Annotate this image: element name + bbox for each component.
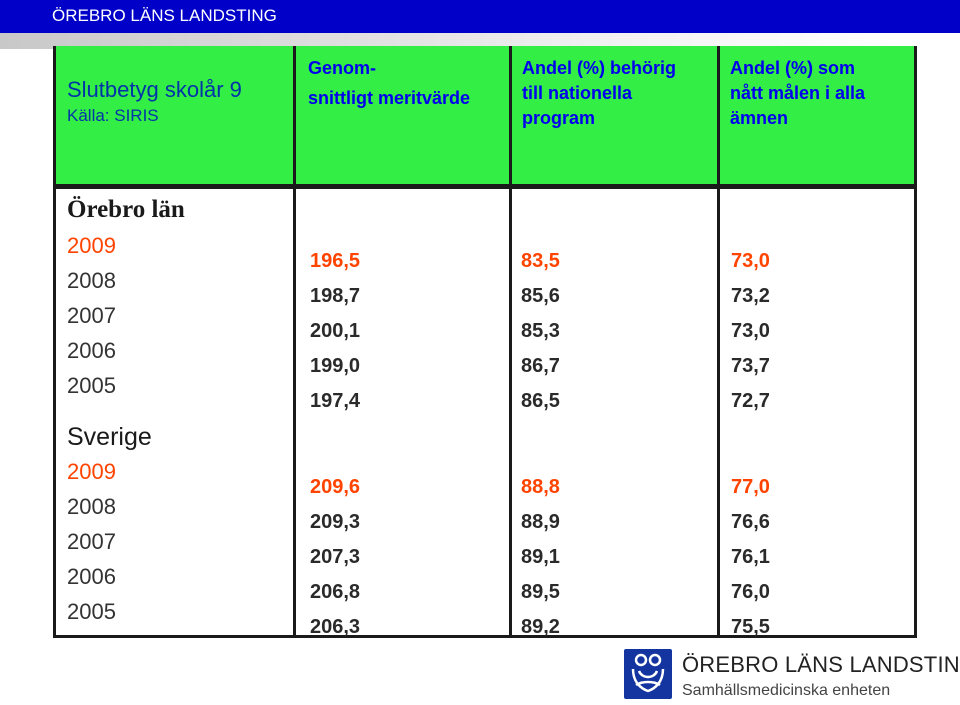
year-label: 2008 [67, 494, 116, 519]
year-label: 2008 [67, 268, 116, 293]
value-malen: 73,0 [731, 320, 770, 342]
header-behorig-line1: Andel (%) behörig [522, 58, 676, 78]
value-behorig: 85,3 [521, 320, 560, 342]
header-malen-line1: Andel (%) som [730, 58, 856, 78]
table-title: Slutbetyg skolår 9 [67, 77, 242, 102]
header-divider [53, 184, 917, 189]
grid-line [717, 46, 720, 638]
value-meritvarde: 209,3 [310, 511, 361, 533]
results-table: Slutbetyg skolår 9 Källa: SIRIS Genom- s… [53, 46, 917, 638]
banner-stripe [0, 33, 960, 49]
value-meritvarde: 206,8 [310, 581, 361, 603]
year-label: 2009 [67, 459, 116, 484]
value-malen: 77,0 [731, 476, 770, 498]
value-malen: 73,0 [731, 250, 770, 272]
value-behorig: 88,8 [521, 476, 560, 498]
header-cell-meritvarde: Genom- snittligt meritvärde [295, 46, 509, 188]
header-behorig-line3: program [522, 108, 596, 128]
brand-unit: Samhällsmedicinska enheten [682, 682, 891, 699]
year-label: 2007 [67, 303, 116, 328]
value-behorig: 86,7 [521, 355, 560, 377]
value-meritvarde: 196,5 [310, 250, 361, 272]
value-meritvarde: 198,7 [310, 285, 361, 307]
value-meritvarde: 207,3 [310, 546, 361, 568]
value-behorig: 86,5 [521, 390, 560, 412]
top-banner: ÖREBRO LÄNS LANDSTING [0, 0, 960, 33]
value-behorig: 89,5 [521, 581, 560, 603]
value-malen: 76,1 [731, 546, 770, 568]
region-label: Sverige [67, 423, 152, 451]
year-label: 2006 [67, 338, 116, 363]
source-note: Källa: SIRIS [67, 106, 159, 125]
header-cell-behorig: Andel (%) behörig till nationella progra… [511, 46, 717, 188]
value-behorig: 88,9 [521, 511, 560, 533]
grid-line [509, 46, 512, 638]
header-cell-title: Slutbetyg skolår 9 Källa: SIRIS [53, 46, 293, 188]
header-meritvarde-line1: Genom- [308, 58, 377, 78]
value-malen: 73,7 [731, 355, 770, 377]
banner-title: ÖREBRO LÄNS LANDSTING [52, 6, 277, 25]
year-label: 2006 [67, 564, 116, 589]
value-meritvarde: 200,1 [310, 320, 361, 342]
value-malen: 76,6 [731, 511, 770, 533]
value-meritvarde: 209,6 [310, 476, 361, 498]
landsting-logo-icon [624, 649, 672, 699]
value-behorig: 85,6 [521, 285, 560, 307]
grid-line [53, 635, 917, 638]
value-behorig: 83,5 [521, 250, 560, 272]
value-meritvarde: 206,3 [310, 616, 361, 638]
brand-name: ÖREBRO LÄNS LANDSTING [682, 652, 960, 677]
value-malen: 73,2 [731, 285, 770, 307]
grid-line [53, 46, 56, 638]
value-meritvarde: 199,0 [310, 355, 361, 377]
grid-line [914, 46, 917, 638]
header-malen-line2: nått målen i alla [730, 83, 866, 103]
value-behorig: 89,2 [521, 616, 560, 638]
value-malen: 75,5 [731, 616, 770, 638]
header-malen-line3: ämnen [730, 108, 789, 128]
region-label: Örebro län [67, 196, 185, 223]
year-label: 2005 [67, 599, 116, 624]
value-malen: 72,7 [731, 390, 770, 412]
year-label: 2007 [67, 529, 116, 554]
header-cell-malen: Andel (%) som nått målen i alla ämnen [719, 46, 917, 188]
year-label: 2009 [67, 233, 116, 258]
header-behorig-line2: till nationella [522, 83, 633, 103]
year-label: 2005 [67, 373, 116, 398]
value-meritvarde: 197,4 [310, 390, 361, 412]
header-meritvarde-line2: snittligt meritvärde [308, 88, 471, 108]
grid-line [293, 46, 296, 638]
value-behorig: 89,1 [521, 546, 560, 568]
value-malen: 76,0 [731, 581, 770, 603]
